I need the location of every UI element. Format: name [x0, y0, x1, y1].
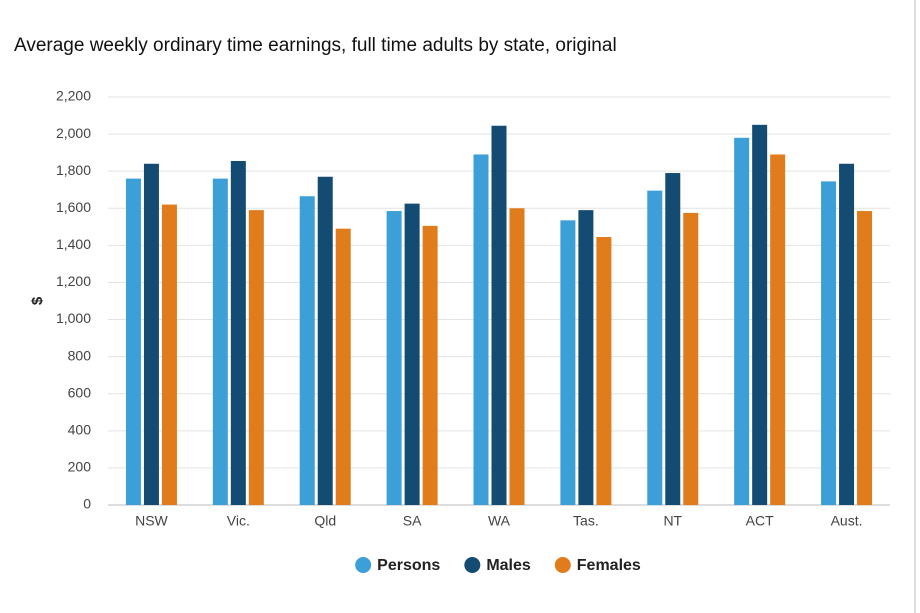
- y-tick-label: 2,200: [56, 88, 91, 104]
- bar: [857, 211, 873, 505]
- bar: [335, 228, 351, 505]
- legend-label: Persons: [377, 557, 440, 574]
- bar: [491, 125, 507, 505]
- bar: [734, 137, 750, 506]
- bar: [143, 163, 159, 505]
- bar: [683, 212, 699, 505]
- y-tick-label: 1,600: [56, 199, 91, 215]
- y-tick-label: 1,400: [56, 236, 91, 252]
- bar: [509, 208, 525, 506]
- y-tick-label: 1,800: [56, 162, 91, 178]
- bar: [578, 210, 594, 506]
- x-tick-label: NT: [663, 513, 682, 529]
- y-tick-label: 0: [83, 496, 91, 512]
- legend-marker: [554, 557, 571, 573]
- bar: [299, 196, 315, 505]
- legend-marker: [464, 557, 481, 573]
- bar: [125, 178, 141, 505]
- bar: [230, 160, 246, 505]
- y-tick-label: 400: [68, 422, 92, 438]
- y-tick-label: 2,000: [56, 125, 91, 141]
- bar: [212, 178, 228, 505]
- bar: [386, 211, 402, 505]
- bar: [560, 220, 576, 505]
- x-tick-label: Vic.: [227, 513, 250, 529]
- y-tick-label: 200: [68, 459, 92, 475]
- legend-label: Males: [486, 557, 531, 574]
- chart-title: Average weekly ordinary time earnings, f…: [14, 35, 617, 56]
- bar: [821, 181, 837, 505]
- bar: [752, 124, 768, 506]
- bar: [647, 190, 663, 505]
- y-tick-label: 1,200: [56, 273, 91, 289]
- bar: [422, 225, 438, 505]
- bar: [473, 154, 489, 505]
- legend-marker: [355, 557, 372, 573]
- x-tick-label: ACT: [746, 513, 774, 529]
- bar: [665, 173, 681, 505]
- bar: [770, 154, 786, 505]
- bar: [839, 163, 855, 505]
- legend-label: Females: [577, 557, 641, 574]
- bar: [404, 203, 420, 506]
- bar: [317, 176, 333, 505]
- y-tick-label: 600: [68, 384, 92, 400]
- x-tick-label: Tas.: [573, 513, 599, 529]
- y-axis-label: $: [29, 296, 46, 305]
- bar: [161, 204, 177, 505]
- x-tick-label: WA: [488, 513, 511, 529]
- y-tick-label: 1,000: [56, 310, 91, 326]
- x-tick-label: SA: [403, 513, 422, 529]
- x-tick-label: Aust.: [831, 513, 863, 529]
- bar: [596, 237, 612, 505]
- x-tick-label: NSW: [135, 513, 168, 529]
- bar: [248, 210, 264, 506]
- x-tick-label: Qld: [314, 513, 336, 529]
- y-tick-label: 800: [68, 347, 92, 363]
